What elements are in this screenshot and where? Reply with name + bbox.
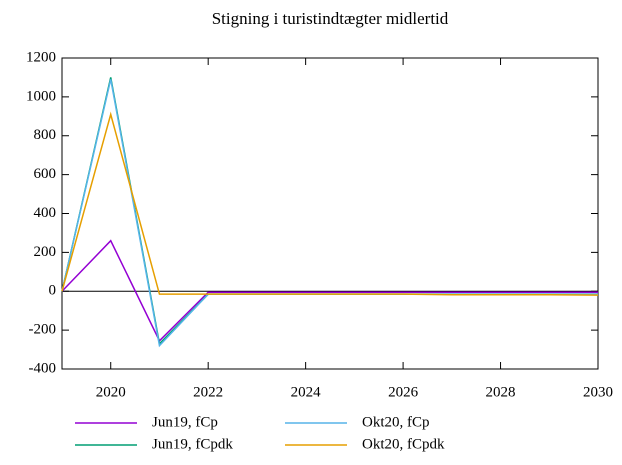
legend-label: Okt20, fCp	[362, 414, 430, 430]
y-tick-label: 200	[34, 244, 57, 260]
legend-label: Jun19, fCp	[152, 414, 218, 430]
y-tick-label: 600	[34, 166, 57, 182]
plot-frame	[61, 57, 599, 370]
y-tick-label: 1000	[26, 88, 56, 104]
x-tick-label: 2028	[486, 384, 516, 400]
y-tick-label: 1200	[26, 49, 56, 65]
y-tick-label: 0	[49, 283, 57, 299]
x-tick-label: 2020	[96, 384, 126, 400]
y-tick-label: -400	[29, 360, 57, 376]
x-tick-label: 2022	[193, 384, 223, 400]
chart-title: Stigning i turistindtægter midlertid	[212, 9, 449, 28]
series-line	[61, 77, 598, 346]
x-tick-label: 2024	[291, 384, 322, 400]
x-tick-label: 2030	[583, 384, 613, 400]
x-tick-label: 2026	[388, 384, 419, 400]
legend-label: Jun19, fCpdk	[152, 436, 233, 452]
y-tick-label: 800	[34, 127, 57, 143]
series-line	[61, 239, 598, 343]
legend-label: Okt20, fCpdk	[362, 436, 445, 452]
series-line	[61, 111, 599, 296]
y-tick-label: -200	[29, 322, 57, 338]
y-tick-label: 400	[34, 205, 57, 221]
